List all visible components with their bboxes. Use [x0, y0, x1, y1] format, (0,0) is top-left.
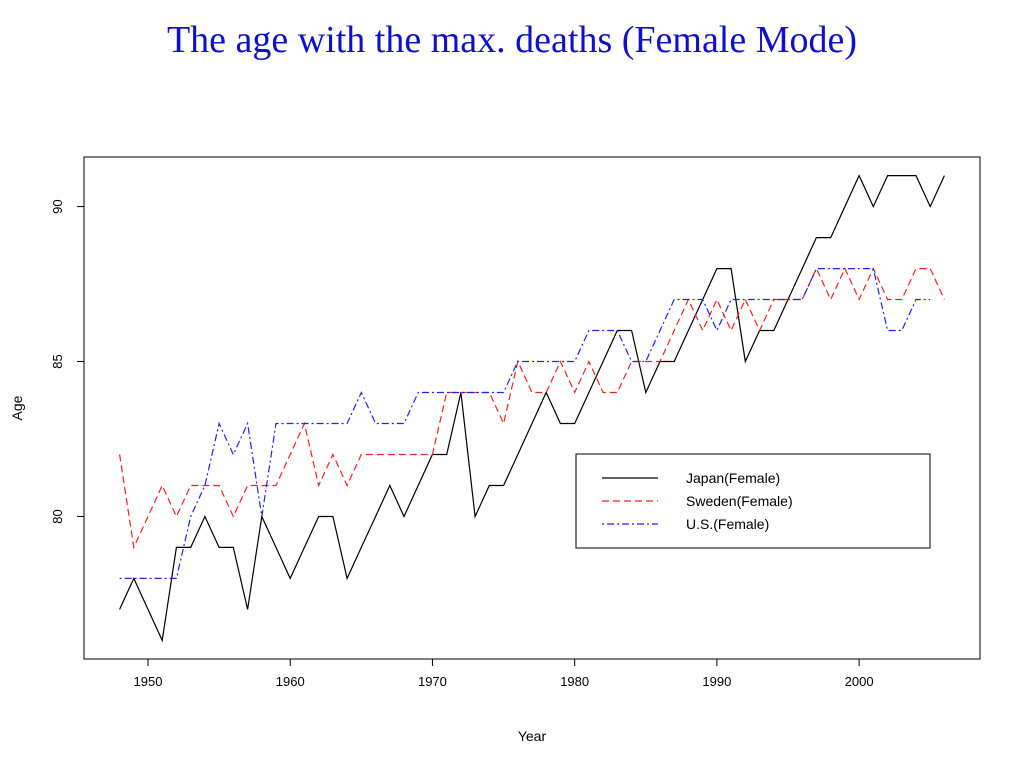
series-line-2 [119, 267, 945, 550]
x-tick-label: 1980 [560, 674, 589, 689]
legend-label-2: Sweden(Female) [686, 493, 793, 509]
x-axis: 1950 1960 1970 1980 1990 2000 [134, 658, 874, 689]
plot-frame [83, 156, 981, 660]
legend-label-1: Japan(Female) [686, 470, 780, 486]
y-tick-label: 85 [50, 354, 65, 368]
legend-label-3: U.S.(Female) [686, 516, 769, 532]
slide-title: The age with the max. deaths (Female Mod… [166, 19, 858, 61]
y-tick-label: 80 [50, 509, 65, 523]
x-tick-label: 1970 [418, 674, 447, 689]
series-layer [119, 174, 945, 643]
series-line-3 [119, 268, 931, 579]
x-tick-label: 1990 [702, 674, 731, 689]
legend: Japan(Female) Sweden(Female) U.S.(Female) [575, 453, 931, 549]
x-axis-label: Year [518, 728, 547, 744]
x-tick-label: 2000 [845, 674, 874, 689]
y-axis: 80 85 90 [50, 199, 85, 524]
y-axis-label: Age [9, 395, 25, 420]
x-tick-label: 1960 [276, 674, 305, 689]
x-tick-label: 1950 [134, 674, 163, 689]
y-tick-label: 90 [50, 199, 65, 213]
series-line-1 [119, 174, 945, 643]
